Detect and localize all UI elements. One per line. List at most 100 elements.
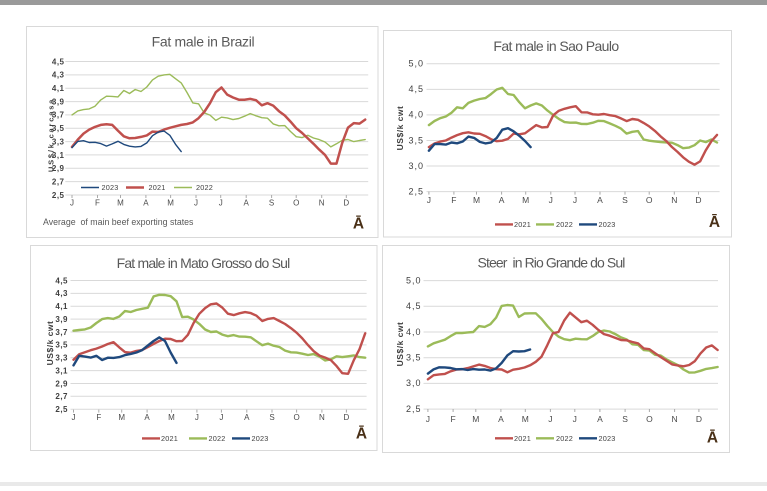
- svg-text:2022: 2022: [556, 220, 573, 229]
- svg-text:3,3: 3,3: [52, 137, 65, 146]
- svg-text:D: D: [344, 413, 350, 422]
- svg-text:A: A: [498, 414, 504, 424]
- svg-text:M: M: [167, 199, 174, 208]
- svg-text:3,9: 3,9: [52, 97, 65, 106]
- svg-text:M: M: [118, 413, 125, 422]
- svg-text:4,5: 4,5: [408, 84, 424, 94]
- svg-text:2021: 2021: [514, 434, 531, 443]
- svg-text:2022: 2022: [196, 183, 213, 192]
- svg-text:4,0: 4,0: [408, 110, 424, 120]
- svg-text:Fat male in Sao Paulo: Fat male in Sao Paulo: [493, 38, 619, 54]
- svg-text:5,0: 5,0: [408, 59, 424, 69]
- svg-text:S: S: [622, 195, 628, 205]
- svg-text:M: M: [473, 195, 480, 205]
- svg-text:Fat male in Brazil: Fat male in Brazil: [152, 34, 255, 50]
- svg-text:N: N: [319, 413, 325, 422]
- svg-text:Ā: Ā: [707, 430, 718, 447]
- svg-text:5,0: 5,0: [406, 275, 422, 285]
- svg-text:4,5: 4,5: [55, 276, 68, 285]
- svg-text:Average of main beef exportin: Average of main beef exporting states: [43, 217, 194, 227]
- svg-text:J: J: [426, 414, 430, 424]
- svg-text:A: A: [597, 195, 603, 205]
- svg-text:N: N: [671, 195, 677, 205]
- svg-text:N: N: [319, 199, 325, 208]
- svg-text:3,5: 3,5: [52, 124, 65, 133]
- svg-text:A: A: [499, 195, 505, 205]
- svg-text:A: A: [244, 199, 250, 208]
- svg-text:J: J: [72, 413, 76, 422]
- svg-text:O: O: [646, 414, 653, 424]
- svg-text:3,5: 3,5: [55, 341, 68, 350]
- svg-text:Ā: Ā: [353, 216, 364, 233]
- svg-text:3,7: 3,7: [52, 111, 65, 120]
- svg-text:3,5: 3,5: [406, 353, 422, 363]
- svg-text:A: A: [597, 414, 603, 424]
- svg-text:US$/k cwt: US$/k cwt: [395, 106, 405, 151]
- svg-text:J: J: [427, 195, 431, 205]
- svg-text:3,1: 3,1: [52, 151, 65, 160]
- svg-text:2023: 2023: [599, 220, 616, 229]
- svg-text:J: J: [70, 199, 74, 208]
- svg-text:M: M: [522, 195, 529, 205]
- svg-text:2,7: 2,7: [55, 392, 68, 401]
- svg-text:J: J: [573, 414, 577, 424]
- svg-text:3,9: 3,9: [55, 315, 68, 324]
- svg-text:D: D: [695, 195, 701, 205]
- svg-text:A: A: [244, 413, 250, 422]
- svg-text:O: O: [646, 195, 653, 205]
- svg-text:2023: 2023: [102, 183, 119, 192]
- svg-text:J: J: [195, 413, 199, 422]
- svg-text:2022: 2022: [209, 434, 226, 443]
- svg-text:2021: 2021: [149, 183, 166, 192]
- svg-text:F: F: [95, 199, 100, 208]
- svg-text:J: J: [573, 195, 577, 205]
- svg-text:2,5: 2,5: [52, 191, 65, 200]
- svg-text:M: M: [522, 414, 529, 424]
- svg-text:J: J: [194, 199, 198, 208]
- svg-text:J: J: [219, 413, 223, 422]
- svg-text:US$/k cwt: US$/k cwt: [395, 322, 405, 367]
- svg-text:2,7: 2,7: [52, 177, 65, 186]
- svg-text:2,9: 2,9: [55, 379, 68, 388]
- svg-text:M: M: [168, 413, 175, 422]
- svg-text:A: A: [144, 413, 150, 422]
- svg-text:2023: 2023: [252, 434, 269, 443]
- svg-text:2,5: 2,5: [55, 405, 68, 414]
- svg-text:J: J: [549, 195, 553, 205]
- svg-text:US$/k carcasa: US$/k carcasa: [47, 98, 56, 172]
- svg-text:2,5: 2,5: [408, 186, 424, 196]
- svg-text:F: F: [451, 195, 456, 205]
- svg-text:2,9: 2,9: [52, 164, 65, 173]
- svg-text:4,3: 4,3: [52, 71, 65, 80]
- svg-text:4,0: 4,0: [406, 327, 422, 337]
- svg-text:4,5: 4,5: [406, 301, 422, 311]
- svg-text:O: O: [293, 413, 299, 422]
- svg-text:S: S: [622, 414, 628, 424]
- svg-text:4,1: 4,1: [52, 84, 65, 93]
- svg-text:Ā: Ā: [356, 426, 367, 443]
- svg-text:3,7: 3,7: [55, 328, 68, 337]
- svg-text:Steer in Rio Grande do Sul: Steer in Rio Grande do Sul: [478, 255, 626, 271]
- svg-text:3,5: 3,5: [408, 135, 424, 145]
- svg-text:S: S: [269, 413, 274, 422]
- svg-text:O: O: [293, 199, 299, 208]
- svg-text:Fat male in Mato Grosso do Sul: Fat male in Mato Grosso do Sul: [117, 255, 291, 271]
- svg-text:3,3: 3,3: [55, 354, 68, 363]
- svg-text:4,3: 4,3: [55, 289, 68, 298]
- svg-text:3,1: 3,1: [55, 366, 68, 375]
- svg-text:2,5: 2,5: [406, 404, 422, 414]
- svg-text:N: N: [672, 414, 678, 424]
- svg-text:D: D: [343, 199, 349, 208]
- svg-text:4,1: 4,1: [55, 302, 68, 311]
- svg-text:M: M: [472, 414, 479, 424]
- svg-text:F: F: [96, 413, 101, 422]
- svg-text:US$/k cwt: US$/k cwt: [45, 321, 55, 366]
- svg-text:4,5: 4,5: [52, 57, 65, 66]
- svg-text:3,0: 3,0: [406, 378, 422, 388]
- svg-text:A: A: [143, 199, 149, 208]
- svg-text:2022: 2022: [556, 434, 573, 443]
- svg-text:Ā: Ā: [709, 214, 720, 231]
- svg-text:3,0: 3,0: [408, 161, 424, 171]
- svg-text:2023: 2023: [599, 434, 616, 443]
- svg-text:2021: 2021: [161, 434, 178, 443]
